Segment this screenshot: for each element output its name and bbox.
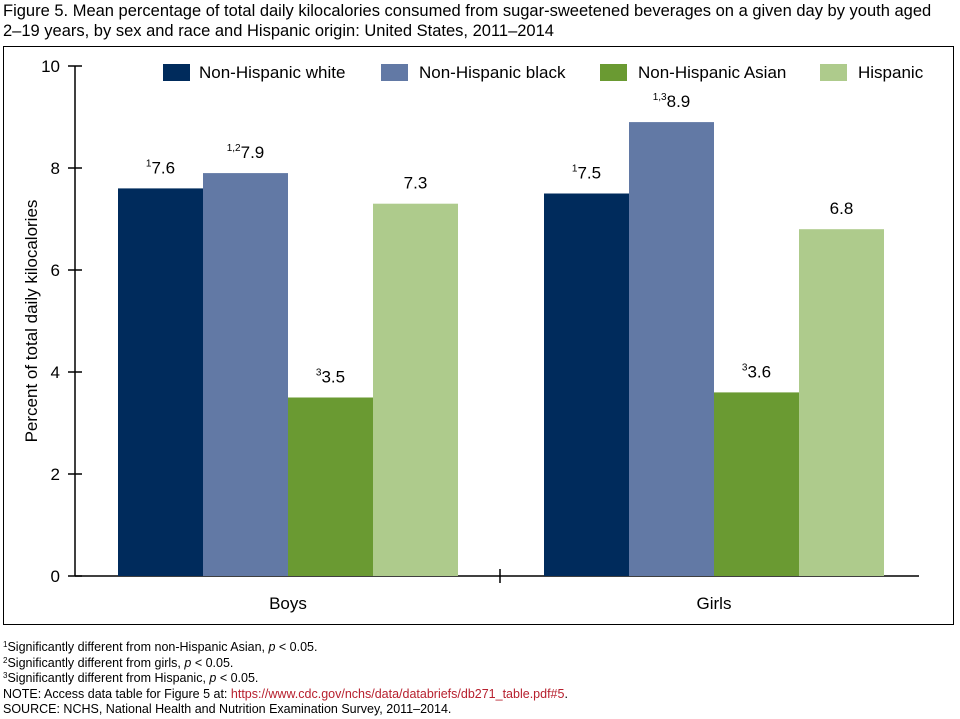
bar-boys-hispanic — [373, 203, 458, 576]
footnote-3: 3Significantly different from Hispanic, … — [3, 671, 259, 685]
bar-girls-hispanic — [799, 229, 884, 576]
y-tick-label-10: 10 — [41, 57, 60, 76]
data-table-link[interactable]: https://www.cdc.gov/nchs/data/databriefs… — [230, 686, 565, 701]
footnote-2: 2Significantly different from girls, p <… — [3, 655, 234, 670]
note: NOTE: Access data table for Figure 5 at:… — [3, 686, 568, 701]
bar-boys-non-hispanic-white — [118, 188, 203, 576]
x-category-label-girls: Girls — [697, 594, 732, 613]
source-note: SOURCE: NCHS, National Health and Nutrit… — [3, 702, 452, 716]
data-label-girls-hispanic: 6.8 — [830, 199, 854, 218]
legend-swatch-non-hispanic-asian — [600, 64, 627, 81]
bar-girls-non-hispanic-black — [629, 122, 714, 576]
legend-label-non-hispanic-asian: Non-Hispanic Asian — [638, 63, 786, 82]
bar-boys-non-hispanic-asian — [288, 397, 373, 576]
data-label-boys-non-hispanic-white: 17.6 — [146, 158, 175, 177]
bar-chart: 0 2 4 6 8 10 Percent of total daily kilocalori… — [22, 57, 924, 613]
chart-frame — [3, 46, 954, 625]
data-label-girls-non-hispanic-black: 1,38.9 — [653, 92, 691, 111]
y-tick-label-8: 8 — [51, 159, 60, 178]
legend-label-hispanic: Hispanic — [858, 63, 924, 82]
y-tick-label-2: 2 — [51, 465, 60, 484]
data-label-boys-non-hispanic-asian: 33.5 — [316, 368, 345, 387]
legend-swatch-non-hispanic-black — [381, 64, 408, 81]
y-tick-label-4: 4 — [51, 363, 60, 382]
data-label-girls-non-hispanic-asian: 33.6 — [742, 362, 771, 381]
bar-girls-non-hispanic-white — [544, 193, 629, 576]
footnotes: 1Significantly different from non-Hispan… — [3, 640, 953, 718]
footnote-1: 1Significantly different from non-Hispan… — [3, 640, 318, 654]
legend-swatch-hispanic — [820, 64, 847, 81]
legend-swatch-non-hispanic-white — [163, 64, 190, 81]
bar-boys-non-hispanic-black — [203, 173, 288, 576]
y-tick-label-6: 6 — [51, 261, 60, 280]
data-label-boys-hispanic: 7.3 — [404, 174, 428, 193]
legend-label-non-hispanic-white: Non-Hispanic white — [199, 63, 345, 82]
legend-label-non-hispanic-black: Non-Hispanic black — [419, 63, 566, 82]
y-tick-label-0: 0 — [51, 567, 60, 586]
x-category-label-boys: Boys — [269, 594, 307, 613]
y-axis-label: Percent of total daily kilocalories — [22, 200, 41, 443]
data-label-boys-non-hispanic-black: 1,27.9 — [227, 143, 265, 162]
bar-girls-non-hispanic-asian — [714, 392, 799, 576]
data-label-girls-non-hispanic-white: 17.5 — [572, 164, 601, 183]
figure-title: Figure 5. Mean percentage of total daily… — [3, 2, 932, 40]
